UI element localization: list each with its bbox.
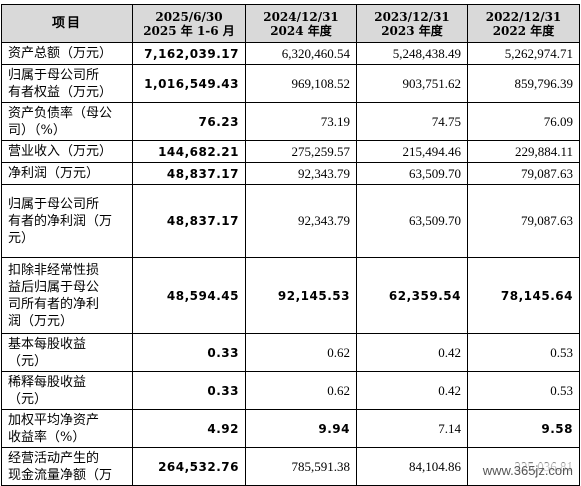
- row-label-line: 营业收入（万元）: [8, 144, 113, 159]
- row-label: 净利润（万元）: [1, 162, 133, 185]
- row-label-line: 润（万元）: [8, 313, 74, 329]
- row-label-line: 归属于母公司所: [8, 196, 100, 212]
- row-label: 经营活动产生的 现金流量净额（万: [1, 447, 133, 486]
- cell-value: 48,837.17: [132, 184, 246, 258]
- row-label: 基本每股收益 （元）: [1, 333, 133, 372]
- row-label: 归属于母公司所 有者的净利润（万 元）: [1, 184, 133, 258]
- cell-value: 92,145.53: [245, 257, 357, 334]
- row-label: 扣除非经常性损 益后归属于母公 司所有者的净利 润（万元）: [1, 257, 133, 334]
- cell-value: 0.33: [132, 333, 246, 372]
- header-col-1: 2025/6/30 2025 年 1-6 月: [132, 4, 246, 43]
- row-label: 归属于母公司所 有者权益（万元）: [1, 64, 133, 103]
- table-row: 加权平均净资产 收益率（%） 4.92 9.94 7.14 9.58: [1, 409, 580, 448]
- cell-value: 9.94: [245, 409, 357, 448]
- table-row: 归属于母公司所 有者权益（万元） 1,016,549.43 969,108.52 903…: [1, 64, 580, 103]
- cell-value: 0.53: [467, 371, 580, 410]
- cell-value: 7.14: [356, 409, 468, 448]
- table-row: 资产总额（万元） 7,162,039.17 6,320,460.54 5,248,43…: [1, 42, 580, 65]
- cell-value: 4.92: [132, 409, 246, 448]
- header-row: 项目 2025/6/30 2025 年 1-6 月 2024/12/31 2024 …: [1, 4, 580, 43]
- header-item: 项目: [1, 4, 133, 43]
- table-row: 稀释每股收益 （元） 0.33 0.62 0.42 0.53: [1, 371, 580, 410]
- cell-value: 785,591.38: [245, 447, 357, 486]
- row-label-line: 资产总额（万元）: [8, 46, 113, 61]
- row-label: 稀释每股收益 （元）: [1, 371, 133, 410]
- row-label-line: 归属于母公司所: [8, 67, 100, 83]
- table-row: 基本每股收益 （元） 0.33 0.62 0.42 0.53: [1, 333, 580, 372]
- cell-value: 73.19: [245, 102, 357, 141]
- table-row: 归属于母公司所 有者的净利润（万 元） 48,837.17 92,343.79 63,50…: [1, 184, 580, 258]
- cell-value: 215,494.46: [356, 140, 468, 163]
- cell-value: 229,884.11: [467, 140, 580, 163]
- header-col-4: 2022/12/31 2022 年度: [467, 4, 580, 43]
- cell-value: 9.58: [467, 409, 580, 448]
- watermark: www.365jz.com: [480, 463, 575, 478]
- financial-table: 项目 2025/6/30 2025 年 1-6 月 2024/12/31 2024 …: [1, 4, 580, 486]
- row-label-line: （元）: [8, 353, 48, 369]
- row-label-line: 资产负债率（母公: [8, 105, 113, 121]
- cell-value: 0.53: [467, 333, 580, 372]
- row-label: 资产总额（万元）: [1, 42, 133, 65]
- cell-value: 92,343.79: [245, 162, 357, 185]
- cell-value: 63,509.70: [356, 162, 468, 185]
- cell-value: 903,751.62: [356, 64, 468, 103]
- row-label-line: （元）: [8, 391, 48, 407]
- cell-value: 1,016,549.43: [132, 64, 246, 103]
- cell-value: 5,262,974.71: [467, 42, 580, 65]
- row-label-line: 基本每股收益: [8, 336, 87, 352]
- row-label-line: 扣除非经常性损: [8, 262, 100, 278]
- header-col-2: 2024/12/31 2024 年度: [245, 4, 357, 43]
- cell-value: 859,796.39: [467, 64, 580, 103]
- cell-value: 0.62: [245, 371, 357, 410]
- row-label-line: 益后归属于母公: [8, 279, 100, 295]
- row-label-line: 司）（%）: [8, 122, 66, 138]
- cell-value: 48,837.17: [132, 162, 246, 185]
- cell-value: 76.23: [132, 102, 246, 141]
- table-row: 资产负债率（母公 司）（%） 76.23 73.19 74.75 76.09: [1, 102, 580, 141]
- cell-value: 48,594.45: [132, 257, 246, 334]
- cell-value: 79,087.63: [467, 162, 580, 185]
- row-label-line: 有者的净利润（万: [8, 213, 113, 229]
- table-row: 扣除非经常性损 益后归属于母公 司所有者的净利 润（万元） 48,594.45 92,14…: [1, 257, 580, 334]
- row-label-line: 司所有者的净利: [8, 296, 100, 312]
- cell-value: 7,162,039.17: [132, 42, 246, 65]
- row-label-line: 收益率（%）: [8, 429, 86, 445]
- row-label-line: 元）: [8, 230, 35, 246]
- cell-value: 0.33: [132, 371, 246, 410]
- row-label: 加权平均净资产 收益率（%）: [1, 409, 133, 448]
- row-label-line: 稀释每股收益: [8, 374, 87, 390]
- row-label-line: 经营活动产生的: [8, 450, 100, 466]
- table-row: 营业收入（万元） 144,682.21 275,259.57 215,494.46 22…: [1, 140, 580, 163]
- cell-value: 0.42: [356, 333, 468, 372]
- row-label-line: 净利润（万元）: [8, 166, 100, 181]
- cell-value: 92,343.79: [245, 184, 357, 258]
- row-label: 营业收入（万元）: [1, 140, 133, 163]
- cell-value: 0.62: [245, 333, 357, 372]
- row-label-line: 加权平均净资产: [8, 412, 100, 428]
- cell-value: 275,259.57: [245, 140, 357, 163]
- cell-value: 84,104.86: [356, 447, 468, 486]
- row-label-line: 有者权益（万元）: [8, 84, 113, 100]
- cell-value: 76.09: [467, 102, 580, 141]
- cell-value: 969,108.52: [245, 64, 357, 103]
- table-row: 经营活动产生的 现金流量净额（万 264,532.76 785,591.38 84,10…: [1, 447, 580, 486]
- cell-value: 5,248,438.49: [356, 42, 468, 65]
- cell-value: 63,509.70: [356, 184, 468, 258]
- table-row: 净利润（万元） 48,837.17 92,343.79 63,509.70 79,087…: [1, 162, 580, 185]
- header-col-3: 2023/12/31 2023 年度: [356, 4, 468, 43]
- row-label-line: 现金流量净额（万: [8, 467, 113, 483]
- cell-value: 74.75: [356, 102, 468, 141]
- row-label: 资产负债率（母公 司）（%）: [1, 102, 133, 141]
- cell-value: 62,359.54: [356, 257, 468, 334]
- cell-value: 79,087.63: [467, 184, 580, 258]
- cell-value: 0.42: [356, 371, 468, 410]
- cell-value: 6,320,460.54: [245, 42, 357, 65]
- cell-value: 78,145.64: [467, 257, 580, 334]
- cell-value: 144,682.21: [132, 140, 246, 163]
- cell-value: 264,532.76: [132, 447, 246, 486]
